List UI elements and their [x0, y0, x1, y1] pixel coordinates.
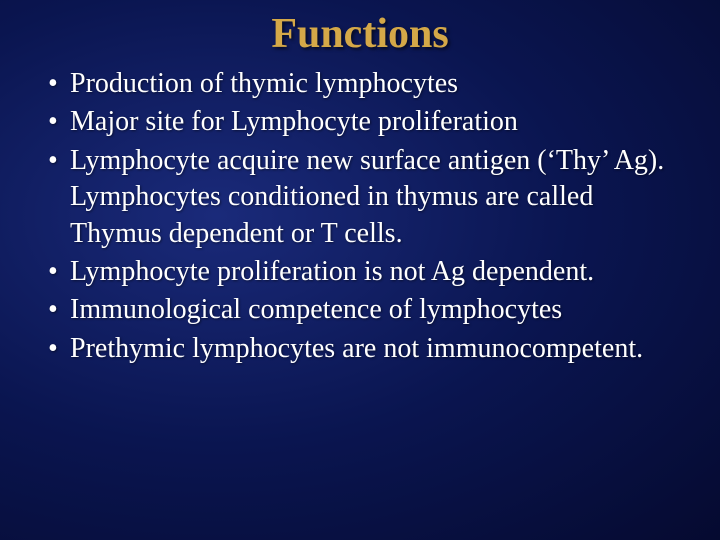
bullet-item: Immunological competence of lymphocytes — [48, 292, 690, 328]
bullet-item: Major site for Lymphocyte proliferation — [48, 104, 690, 140]
bullet-item: Production of thymic lymphocytes — [48, 66, 690, 102]
bullet-list: Production of thymic lymphocytes Major s… — [30, 66, 690, 367]
bullet-item: Lymphocyte proliferation is not Ag depen… — [48, 254, 690, 290]
bullet-item: Lymphocyte acquire new surface antigen (… — [48, 143, 690, 252]
slide-content: Production of thymic lymphocytes Major s… — [0, 66, 720, 367]
slide-title: Functions — [0, 0, 720, 66]
bullet-item: Prethymic lymphocytes are not immunocomp… — [48, 331, 690, 367]
